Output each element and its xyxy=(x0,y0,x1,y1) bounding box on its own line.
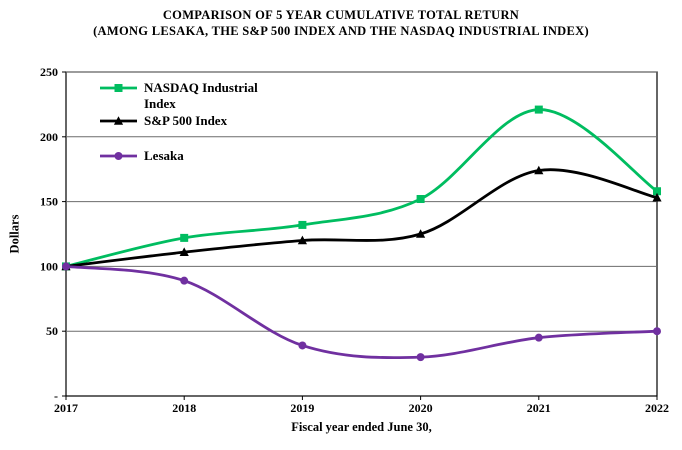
legend-marker-lesaka xyxy=(114,152,123,160)
x-tick-label-2017: 2017 xyxy=(54,401,78,415)
marker-nasdaq-industrial-index-2020 xyxy=(416,195,425,204)
marker-s-p-500-index-2018 xyxy=(179,247,189,256)
series-line-lesaka xyxy=(64,265,659,360)
y-tick-label-0: - xyxy=(54,389,58,403)
legend-label-lesaka: Lesaka xyxy=(144,148,184,163)
marker-s-p-500-index-2021 xyxy=(534,165,544,175)
y-tick-label-50: 50 xyxy=(46,324,58,338)
x-tick-label-2020: 2020 xyxy=(409,401,433,415)
y-tick-label-100: 100 xyxy=(40,259,58,273)
chart-title-line2: (AMONG LESAKA, THE S&P 500 INDEX AND THE… xyxy=(93,24,589,38)
x-tick-label-2019: 2019 xyxy=(290,401,314,415)
legend-marker-s-p-500-index xyxy=(113,116,124,125)
plot-area xyxy=(65,71,658,397)
legend-label-nasdaq-industrial-index: NASDAQ Industrial xyxy=(144,80,258,95)
y-tick-label-250: 250 xyxy=(40,65,58,79)
marker-nasdaq-industrial-index-2021 xyxy=(534,105,543,114)
marker-nasdaq-industrial-index-2019 xyxy=(298,220,307,229)
chart-title: COMPARISON OF 5 YEAR CUMULATIVE TOTAL RE… xyxy=(0,7,682,39)
y-tick-label-150: 150 xyxy=(40,195,58,209)
marker-nasdaq-industrial-index-2022 xyxy=(653,187,661,196)
series-line-nasdaq-industrial-index xyxy=(64,108,659,268)
legend-marker-nasdaq-industrial-index xyxy=(114,84,123,92)
x-tick-label-2021: 2021 xyxy=(527,401,551,415)
x-tick-label-2018: 2018 xyxy=(172,401,196,415)
marker-lesaka-2017 xyxy=(62,262,70,271)
x-axis-title: Fiscal year ended June 30, xyxy=(291,420,432,434)
marker-lesaka-2019 xyxy=(298,341,307,350)
series-line-s-p-500-index xyxy=(64,168,659,268)
marker-s-p-500-index-2020 xyxy=(416,229,426,238)
marker-nasdaq-industrial-index-2018 xyxy=(180,233,189,242)
marker-lesaka-2018 xyxy=(180,276,189,285)
marker-lesaka-2021 xyxy=(534,333,543,342)
marker-lesaka-2020 xyxy=(416,353,425,362)
legend-label-nasdaq-industrial-index: Index xyxy=(144,96,176,111)
y-tick-label-200: 200 xyxy=(40,130,58,144)
marker-s-p-500-index-2022 xyxy=(652,192,662,202)
marker-lesaka-2022 xyxy=(653,327,661,336)
marker-s-p-500-index-2019 xyxy=(297,235,307,245)
chart-title-line1: COMPARISON OF 5 YEAR CUMULATIVE TOTAL RE… xyxy=(162,8,520,22)
x-tick-label-2022: 2022 xyxy=(645,401,669,415)
legend-label-s-p-500-index: S&P 500 Index xyxy=(144,113,228,128)
